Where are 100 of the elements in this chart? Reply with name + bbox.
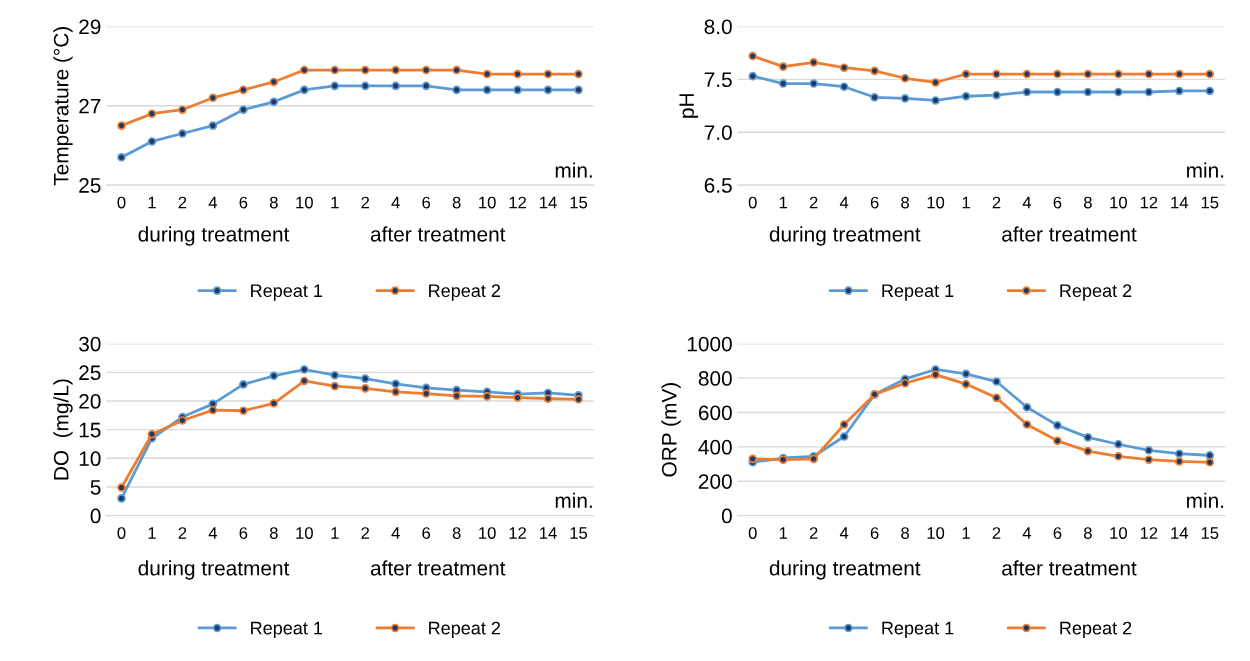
y-tick-label: 0 [90, 508, 101, 524]
x-tick-label: 4 [208, 196, 218, 209]
legend-label: Repeat 2 [1060, 621, 1132, 639]
x-tick-label: 2 [361, 527, 370, 539]
x-tick-label: 15 [1201, 196, 1219, 209]
text: after treatment [1002, 226, 1137, 242]
legend-label: Repeat 2 [1060, 284, 1132, 301]
y-tick-label: 6.5 [704, 178, 732, 193]
y-tick-label: 7.0 [704, 125, 732, 140]
x-tick-label: 12 [509, 196, 527, 209]
x-tick-label: 8 [269, 527, 278, 539]
y-axis-title: ORP (mV) [661, 383, 681, 477]
x-tick-label: 15 [570, 196, 588, 209]
x-tick-label: 2 [809, 527, 818, 539]
y-tick-label: 0 [721, 508, 732, 524]
y-tick-label: 400 [698, 439, 732, 455]
y-tick-label: 600 [698, 405, 732, 421]
x-tick-label: 8 [1083, 196, 1092, 209]
x-axis-title: min. [1187, 492, 1224, 508]
x-tick-label: 0 [117, 527, 126, 539]
y-tick-label: 29 [79, 19, 101, 35]
text: during treatment [769, 560, 921, 580]
y-axis-title: pH [679, 94, 699, 118]
x-tick-label: 0 [748, 527, 757, 539]
x-tick-label: 6 [239, 527, 248, 539]
text: during treatment [138, 226, 290, 246]
x-tick-label: 6 [1053, 196, 1062, 209]
x-tick-label: 10 [927, 196, 945, 209]
x-tick-label: 14 [1171, 527, 1189, 539]
x-tick-label: 1 [148, 196, 156, 209]
y-tick-label: 15 [79, 422, 101, 438]
x-tick-label: 10 [479, 196, 496, 209]
x-tick-label: 0 [117, 196, 126, 209]
x-tick-label: 1 [331, 527, 339, 539]
x-tick-label: 6 [870, 527, 879, 539]
legend-label: Repeat 1 [882, 284, 954, 301]
x-tick-label: 4 [839, 196, 849, 209]
x-tick-label: 10 [296, 527, 313, 539]
x-tick-label: 8 [452, 527, 461, 539]
y-tick-label: 200 [698, 474, 732, 489]
x-tick-label: 14 [540, 527, 557, 539]
x-tick-label: 2 [992, 196, 1001, 209]
x-tick-label: 12 [509, 527, 527, 539]
x-tick-label: 4 [208, 527, 218, 539]
x-tick-label: 1 [331, 196, 339, 209]
x-tick-label: 2 [809, 196, 818, 209]
y-tick-label: 20 [79, 394, 101, 409]
x-tick-label: 10 [479, 527, 496, 539]
x-tick-label: 6 [422, 527, 431, 539]
x-tick-label: 1 [962, 527, 970, 539]
x-tick-label: 6 [1053, 527, 1062, 539]
legend-label: Repeat 2 [429, 621, 501, 639]
x-tick-label: 10 [1110, 527, 1127, 539]
y-tick-label: 10 [79, 451, 101, 467]
x-tick-label: 2 [361, 196, 370, 209]
x-tick-label: 15 [1201, 527, 1219, 539]
x-tick-label: 10 [1110, 196, 1127, 209]
y-tick-label: 25 [79, 178, 101, 193]
x-tick-label: 1 [779, 527, 788, 539]
x-tick-label: 4 [839, 527, 849, 539]
x-tick-label: 1 [148, 527, 156, 539]
y-tick-label: 25 [79, 365, 101, 381]
x-axis-title: min. [1187, 162, 1224, 178]
text: during treatment [138, 560, 290, 580]
x-tick-label: 8 [901, 196, 909, 209]
x-axis-title: min. [555, 162, 592, 178]
y-axis-title: DO (mg/L) [53, 379, 73, 480]
legend-label: Repeat 1 [251, 284, 323, 301]
x-tick-label: 4 [1022, 527, 1032, 539]
x-tick-label: 10 [927, 527, 945, 539]
text: after treatment [1002, 560, 1137, 576]
x-tick-label: 4 [1022, 196, 1032, 209]
x-axis-title: min. [555, 492, 592, 508]
x-tick-label: 6 [870, 196, 879, 209]
x-tick-label: 4 [391, 527, 400, 539]
x-tick-label: 6 [239, 196, 248, 209]
x-tick-label: 8 [901, 527, 909, 539]
x-tick-label: 2 [992, 527, 1001, 539]
y-axis-title: Temperature (°C) [53, 27, 73, 186]
x-tick-label: 4 [391, 196, 400, 209]
x-tick-label: 2 [178, 527, 187, 539]
x-tick-label: 8 [452, 196, 461, 209]
x-tick-label: 8 [269, 196, 278, 209]
y-tick-label: 800 [698, 371, 732, 386]
x-tick-label: 8 [1083, 527, 1092, 539]
text: after treatment [370, 226, 506, 242]
text: during treatment [769, 226, 921, 246]
legend-label: Repeat 1 [882, 621, 954, 639]
y-tick-label: 30 [79, 336, 101, 352]
y-tick-label: 7.5 [704, 72, 732, 88]
x-tick-label: 12 [1140, 527, 1158, 539]
y-tick-label: 1000 [687, 336, 732, 352]
x-tick-label: 1 [962, 196, 970, 209]
y-tick-label: 27 [79, 98, 101, 114]
text: after treatment [370, 560, 506, 576]
x-tick-label: 15 [570, 527, 588, 539]
x-tick-label: 2 [178, 196, 187, 209]
y-tick-label: 5 [90, 480, 101, 495]
x-tick-label: 12 [1140, 196, 1158, 209]
x-tick-label: 14 [540, 196, 557, 209]
